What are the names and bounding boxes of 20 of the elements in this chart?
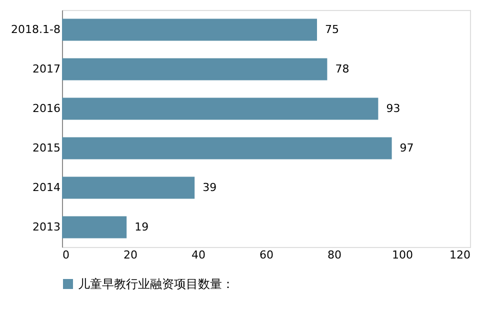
x-tick-label: 60 <box>260 248 274 262</box>
data-label: 97 <box>400 141 414 154</box>
x-tick-label: 0 <box>62 248 70 262</box>
data-label: 93 <box>386 102 400 115</box>
y-tick-label: 2016 <box>32 102 60 115</box>
x-tick-label: 80 <box>328 248 342 262</box>
data-label: 39 <box>202 180 217 194</box>
data-label: 78 <box>335 62 350 76</box>
legend-label: 儿童早教行业融资项目数量： <box>78 277 234 291</box>
x-tick-label: 20 <box>124 248 138 262</box>
y-tick-label: 2018.1-8 <box>11 22 60 36</box>
y-tick-label: 2014 <box>32 180 60 194</box>
x-tick-label: 100 <box>392 248 413 262</box>
x-tick-label: 40 <box>192 248 206 262</box>
x-tick-label: 120 <box>450 248 470 262</box>
y-tick-label: 2013 <box>32 220 60 234</box>
y-tick-label: 2015 <box>32 141 60 154</box>
y-tick-label: 2017 <box>32 62 60 76</box>
data-label: 19 <box>134 220 149 234</box>
data-label: 75 <box>325 22 339 36</box>
